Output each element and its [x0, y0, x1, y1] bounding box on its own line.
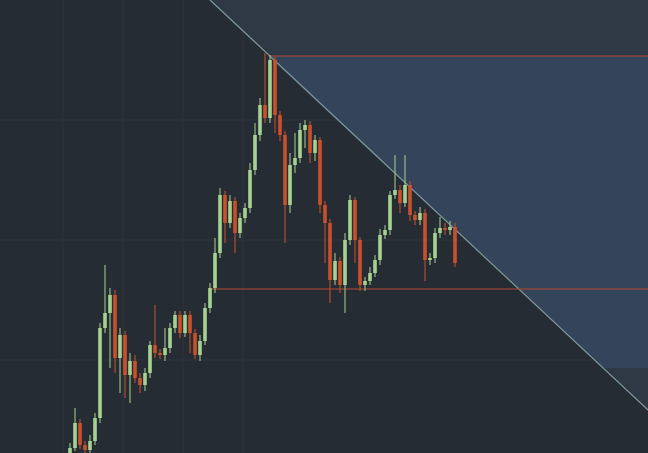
- candle-body: [293, 158, 297, 165]
- candle-body: [113, 295, 117, 358]
- candle-body: [118, 335, 122, 358]
- candle-body: [108, 295, 112, 313]
- candle-body: [83, 445, 87, 450]
- candle-body: [78, 423, 82, 445]
- candle-body: [423, 213, 427, 260]
- candle-body: [383, 230, 387, 235]
- candle-body: [263, 105, 267, 118]
- candle-body: [403, 185, 407, 203]
- candle-body: [448, 227, 452, 230]
- candle-body: [168, 328, 172, 348]
- candle-body: [143, 373, 147, 385]
- candle-body: [173, 315, 177, 328]
- candle-body: [363, 281, 367, 285]
- candles: [68, 53, 457, 453]
- candle-body: [103, 313, 107, 328]
- candle-body: [273, 60, 277, 115]
- candle-body: [238, 218, 242, 233]
- candle-body: [343, 240, 347, 285]
- candle-body: [213, 253, 217, 288]
- candle-body: [258, 105, 262, 135]
- candle-body: [268, 60, 272, 118]
- candle-body: [93, 418, 97, 441]
- candle-body: [158, 353, 162, 355]
- candle-body: [328, 223, 332, 280]
- candle-body: [208, 288, 212, 308]
- candle-body: [323, 205, 327, 223]
- candle-body: [68, 448, 72, 453]
- candle-body: [278, 115, 282, 135]
- candle-body: [73, 423, 77, 448]
- candle-body: [218, 195, 222, 253]
- candle-body: [283, 135, 287, 205]
- candle-body: [338, 261, 342, 285]
- trend-line: [209, 0, 648, 411]
- candle-body: [348, 200, 352, 240]
- candle-body: [333, 261, 337, 280]
- candle-body: [138, 378, 142, 385]
- candle-body: [198, 341, 202, 355]
- candle-body: [193, 333, 197, 355]
- candle-body: [428, 258, 432, 260]
- candle-body: [248, 170, 252, 208]
- candle-body: [243, 208, 247, 218]
- candle-body: [128, 361, 132, 375]
- candle-body: [378, 235, 382, 260]
- candle-body: [163, 348, 167, 355]
- candle-body: [433, 233, 437, 258]
- target-zone: [268, 56, 648, 368]
- candle-body: [373, 260, 377, 273]
- candle-body: [408, 185, 412, 215]
- candle-body: [318, 140, 322, 205]
- candle-body: [453, 227, 457, 263]
- candle-body: [443, 228, 447, 230]
- candle-body: [233, 201, 237, 233]
- candle-body: [418, 213, 422, 220]
- candle-body: [148, 345, 152, 373]
- candle-body: [253, 135, 257, 170]
- candle-body: [308, 125, 312, 153]
- candle-body: [203, 308, 207, 341]
- candle-body: [288, 165, 292, 205]
- candle-body: [123, 335, 127, 375]
- candle-body: [353, 200, 357, 240]
- candle-body: [183, 315, 187, 333]
- candle-body: [178, 315, 182, 333]
- candle-body: [398, 190, 402, 203]
- candle-body: [298, 130, 302, 158]
- candle-body: [98, 328, 102, 418]
- candle-body: [223, 195, 227, 223]
- candle-body: [413, 215, 417, 220]
- candle-body: [438, 228, 442, 233]
- candle-body: [88, 441, 92, 450]
- candle-body: [358, 240, 362, 285]
- candle-body: [393, 190, 397, 195]
- candle-body: [303, 125, 307, 130]
- candle-body: [228, 201, 232, 223]
- candle-body: [368, 273, 372, 281]
- candle-body: [153, 345, 157, 353]
- candle-body: [313, 140, 317, 153]
- candle-body: [388, 195, 392, 230]
- candle-body: [133, 361, 137, 378]
- candle-body: [188, 315, 192, 333]
